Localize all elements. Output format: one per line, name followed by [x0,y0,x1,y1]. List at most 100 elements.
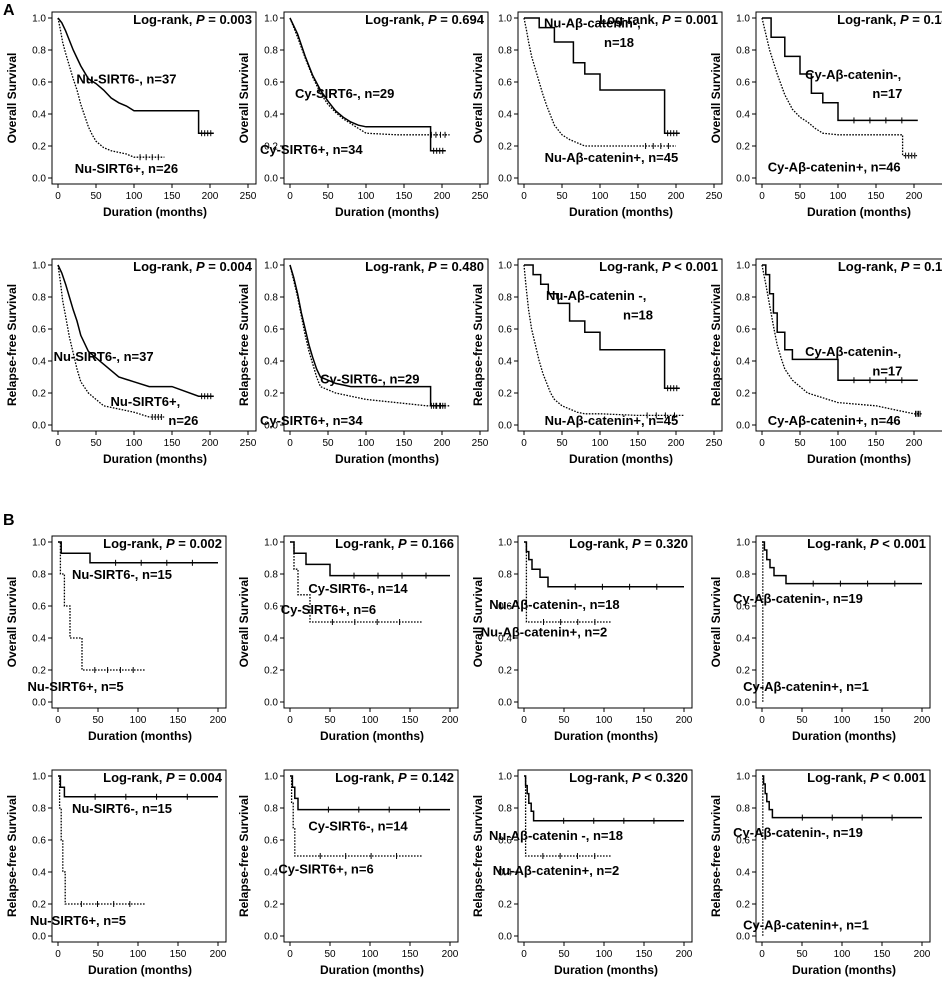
y-tick-label: 0.0 [264,932,278,943]
y-tick-label: 0.0 [498,698,512,709]
y-tick-label: 1.0 [32,14,46,25]
survival-curve-positive [762,541,764,702]
km-plot: 0.0 0.2 0.4 0.6 0.8 1.0 0 50 100 150 200 Duration (… [709,769,931,977]
p-value: = 0.320 [641,536,688,551]
x-tick-label: 200 [434,191,451,202]
x-tick-label: 100 [362,949,379,960]
y-axis-label: Overall Survival [5,577,19,668]
p-value: = 0.001 [671,12,718,27]
x-tick-label: 0 [287,191,293,202]
y-tick-label: 1.0 [32,538,46,549]
km-plot: 0.0 0.2 0.4 0.6 0.8 1.0 0 50 100 150 200 250 Duratio… [709,11,942,219]
y-tick-label: 0.0 [264,174,278,185]
p-symbol: P [196,12,205,27]
x-tick-label: 0 [55,191,61,202]
y-tick-label: 0.2 [736,389,750,400]
log-rank-prefix: Log-rank, [837,12,900,27]
log-rank-annotation: Log-rank, P = 0.166 [335,536,454,551]
y-tick-label: 0.6 [498,325,512,336]
x-axis-label: Duration (months) [554,963,658,977]
y-tick-label: 0.4 [32,357,46,368]
y-axis-label: Relapse-free Survival [709,795,723,917]
series-label: Nu-Aβ-catenin-, [544,16,641,31]
p-symbol: P [900,12,909,27]
x-tick-label: 150 [170,949,187,960]
log-rank-prefix: Log-rank, [838,259,901,274]
y-tick-label: 0.6 [736,325,750,336]
x-axis-label: Duration (months) [807,452,911,466]
y-tick-label: 0.6 [32,78,46,89]
x-axis-label: Duration (months) [335,205,439,219]
y-tick-label: 0.4 [498,868,512,879]
y-axis-label: Overall Survival [709,577,723,668]
y-tick-label: 0.0 [736,932,750,943]
x-tick-label: 50 [324,715,336,726]
x-tick-label: 200 [202,438,219,449]
y-tick-label: 0.4 [498,357,512,368]
x-axis-label: Duration (months) [792,729,896,743]
y-tick-label: 0.2 [736,142,750,153]
km-plot: 0.0 0.2 0.4 0.6 0.8 1.0 0 50 100 150 200 250 Duratio… [709,258,942,466]
x-tick-label: 100 [834,715,851,726]
survival-curve-positive [58,775,146,905]
y-axis-label: Overall Survival [471,577,485,668]
p-symbol: P [428,12,437,27]
series-label: Cy-Aβ-catenin+, n=46 [768,413,901,428]
y-tick-label: 0.6 [264,325,278,336]
plot-frame [755,11,942,185]
survival-curve-positive [523,264,684,417]
plot-frame [517,258,723,432]
series-label: Cy-Aβ-catenin-, [805,67,901,82]
series-label: Cy-SIRT6-, n=14 [308,581,408,596]
y-tick-label: 0.2 [32,142,46,153]
y-tick-label: 0.6 [498,602,512,613]
log-rank-annotation: Log-rank, P = 0.002 [103,536,222,551]
survival-curve-negative [58,775,218,798]
log-rank-annotation: Log-rank, P = 0.001 [599,12,718,27]
p-value: = 0.002 [175,536,222,551]
y-tick-label: 0.0 [736,421,750,432]
x-tick-label: 200 [676,715,693,726]
x-tick-label: 150 [874,715,891,726]
x-tick-label: 200 [914,715,931,726]
plot-frame [283,535,459,709]
plot-frame [517,11,723,185]
log-rank-prefix: Log-rank, [569,536,632,551]
y-tick-label: 0.8 [32,570,46,581]
plots-container: 0.0 0.2 0.4 0.6 0.8 1.0 0 50 100 150 200 250 Duratio… [5,11,942,977]
series-label: Cy-Aβ-catenin+, n=1 [743,679,869,694]
y-tick-label: 0.6 [32,325,46,336]
x-tick-label: 100 [592,191,609,202]
x-tick-label: 100 [130,715,147,726]
plot-frame [517,769,693,943]
y-tick-label: 0.2 [32,389,46,400]
y-tick-label: 0.8 [498,804,512,815]
y-tick-label: 0.0 [32,174,46,185]
x-tick-label: 0 [287,949,293,960]
y-tick-label: 0.2 [498,142,512,153]
y-tick-label: 0.2 [498,900,512,911]
y-tick-label: 0.0 [264,698,278,709]
survival-curve-positive [58,541,146,671]
x-tick-label: 100 [130,949,147,960]
series-label: Nu-Aβ-catenin-, n=18 [489,597,619,612]
x-tick-label: 0 [521,191,527,202]
survival-curve-positive [57,17,165,158]
km-plot: 0.0 0.2 0.4 0.6 0.8 1.0 0 50 100 150 200 Duration (… [709,535,931,743]
series-label: Nu-SIRT6+, n=5 [28,679,124,694]
series-label: n=17 [872,86,902,101]
x-tick-label: 50 [794,438,806,449]
series-label: Cy-SIRT6-, n=29 [320,371,419,386]
series-label: Nu-SIRT6-, n=37 [76,72,176,87]
x-tick-label: 50 [794,191,806,202]
survival-curve-positive [289,264,450,407]
log-rank-annotation: Log-rank, P < 0.320 [569,770,688,785]
x-tick-label: 150 [630,191,647,202]
y-tick-label: 0.8 [32,293,46,304]
log-rank-annotation: Log-rank, P = 0.694 [365,12,485,27]
x-tick-label: 50 [90,438,102,449]
survival-curve-positive [523,17,676,147]
p-value: < 0.320 [641,770,688,785]
x-tick-label: 150 [868,438,885,449]
y-tick-label: 0.8 [736,804,750,815]
